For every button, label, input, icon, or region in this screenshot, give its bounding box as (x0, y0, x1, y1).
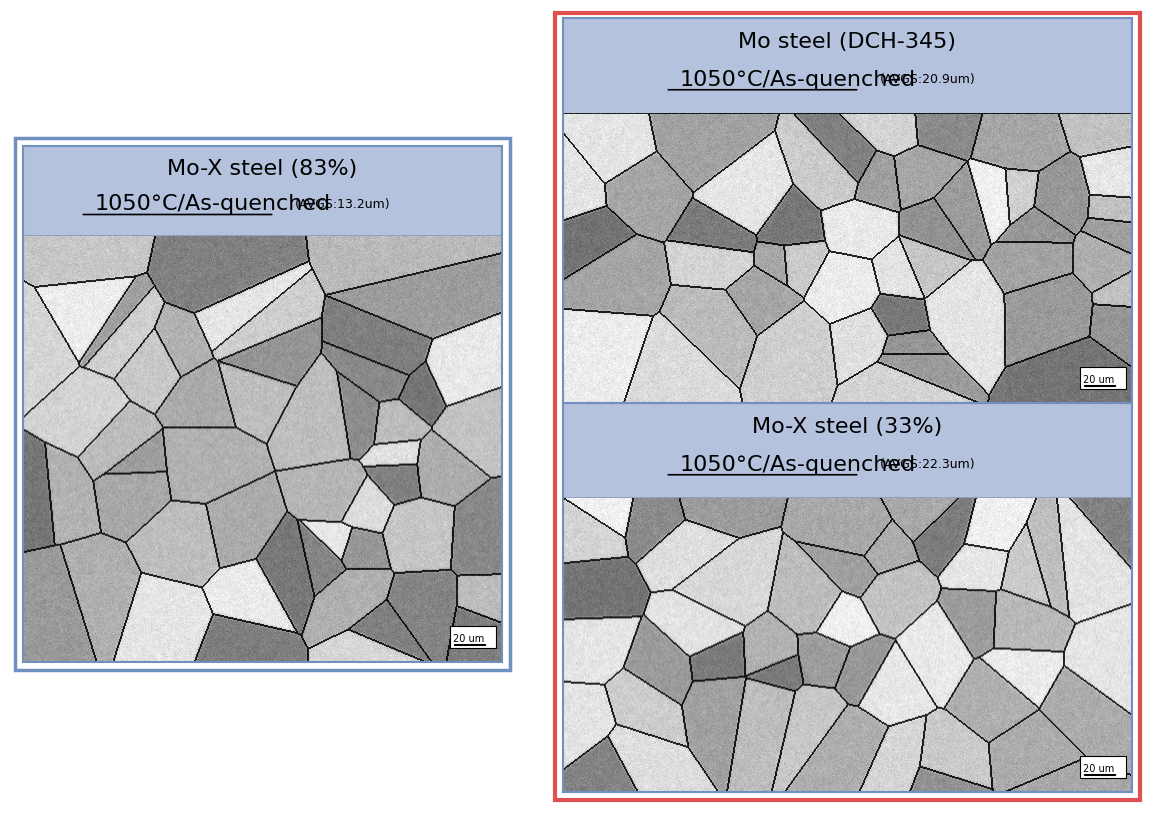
Text: Mo-X steel (83%): Mo-X steel (83%) (167, 159, 357, 179)
Text: 20 um: 20 um (1083, 375, 1115, 385)
Text: (AVGS:22.3um): (AVGS:22.3um) (880, 459, 976, 472)
Text: Mo steel (DCH-345): Mo steel (DCH-345) (738, 32, 956, 52)
FancyBboxPatch shape (1081, 367, 1126, 389)
Text: 20 um: 20 um (454, 634, 485, 644)
Text: (AVGS:20.9um): (AVGS:20.9um) (880, 73, 976, 86)
FancyBboxPatch shape (450, 626, 497, 648)
FancyBboxPatch shape (563, 403, 1132, 498)
Text: (AVGS:13.2um): (AVGS:13.2um) (295, 198, 391, 211)
Text: 1050°C/As-quenched: 1050°C/As-quenched (680, 70, 916, 89)
FancyBboxPatch shape (563, 18, 1132, 113)
Text: 1050°C/As-quenched: 1050°C/As-quenched (680, 454, 916, 475)
Text: 20 um: 20 um (1083, 764, 1115, 774)
FancyBboxPatch shape (23, 146, 502, 236)
Text: 1050°C/As-quenched: 1050°C/As-quenched (94, 194, 331, 215)
Text: Mo-X steel (33%): Mo-X steel (33%) (752, 417, 942, 437)
FancyBboxPatch shape (1081, 756, 1126, 778)
